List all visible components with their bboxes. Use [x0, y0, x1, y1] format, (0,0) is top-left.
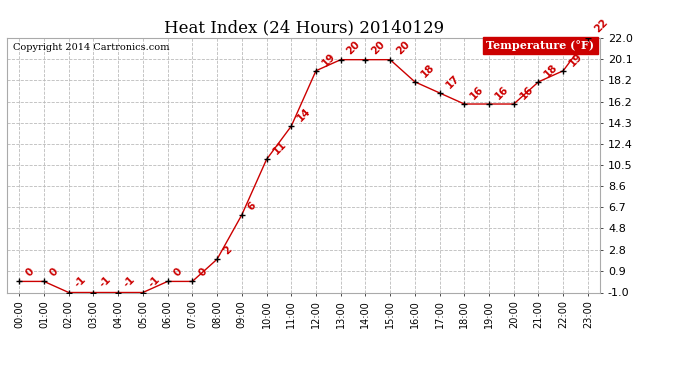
Title: Heat Index (24 Hours) 20140129: Heat Index (24 Hours) 20140129 — [164, 19, 444, 36]
Text: Copyright 2014 Cartronics.com: Copyright 2014 Cartronics.com — [13, 43, 169, 52]
Text: 22: 22 — [592, 17, 609, 35]
Text: -1: -1 — [97, 274, 112, 290]
Text: 16: 16 — [469, 84, 486, 101]
Text: 0: 0 — [172, 267, 184, 279]
Text: 19: 19 — [567, 51, 584, 68]
Text: 18: 18 — [419, 62, 436, 79]
Text: 0: 0 — [197, 267, 208, 279]
Text: 6: 6 — [246, 200, 258, 212]
Text: 16: 16 — [493, 84, 511, 101]
Text: Temperature (°F): Temperature (°F) — [486, 40, 594, 51]
Text: 20: 20 — [370, 40, 387, 57]
Text: 19: 19 — [320, 51, 337, 68]
Text: 0: 0 — [48, 267, 60, 279]
Text: -1: -1 — [73, 274, 88, 290]
Text: 0: 0 — [23, 267, 36, 279]
Text: 17: 17 — [444, 73, 461, 90]
Text: 18: 18 — [542, 62, 560, 79]
Text: -1: -1 — [147, 274, 162, 290]
Text: 2: 2 — [221, 244, 233, 256]
Text: 16: 16 — [518, 84, 535, 101]
Text: 14: 14 — [295, 106, 313, 123]
Text: 11: 11 — [270, 140, 288, 157]
Text: -1: -1 — [122, 274, 137, 290]
Text: 20: 20 — [394, 40, 412, 57]
Text: 20: 20 — [345, 40, 362, 57]
